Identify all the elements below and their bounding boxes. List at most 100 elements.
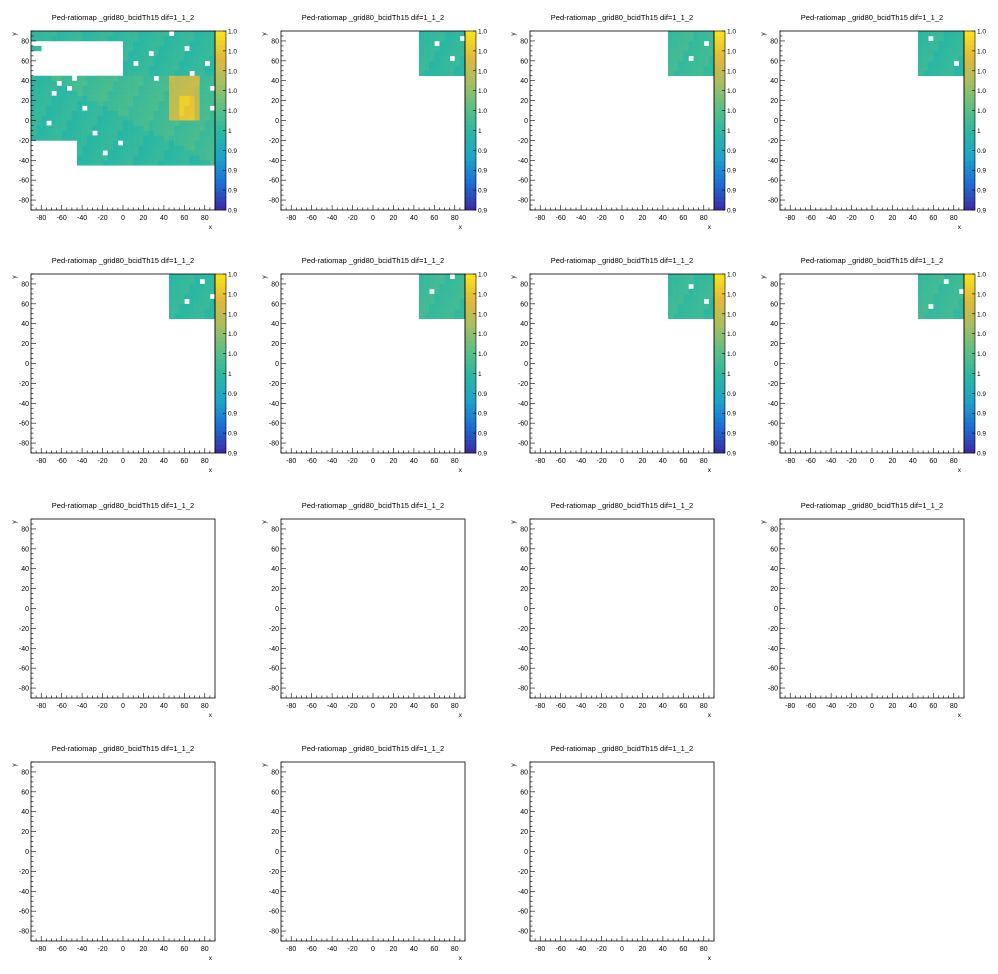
heatmap-cell	[66, 75, 73, 82]
heatmap-cell	[128, 85, 134, 91]
colorbar-band	[964, 129, 975, 135]
x-tick-label: 60	[180, 703, 188, 710]
colorbar-label: 1.0	[228, 331, 237, 338]
x-tick-label: 0	[371, 458, 375, 465]
heatmap-cell	[209, 283, 216, 290]
heatmap-cell	[128, 100, 134, 106]
y-tick-label: 20	[271, 586, 279, 593]
heatmap-cell	[668, 45, 674, 52]
colorbar-band	[964, 44, 975, 50]
heatmap-cell	[439, 60, 445, 67]
colorbar-band	[964, 107, 975, 112]
colorbar-band	[215, 332, 226, 338]
heatmap-cell	[199, 288, 206, 295]
x-tick-label: -20	[846, 215, 856, 222]
heatmap-cell	[107, 31, 114, 37]
heatmap-cell	[61, 80, 68, 86]
heatmap-cell	[97, 155, 103, 161]
heatmap-cell	[204, 125, 211, 131]
heatmap-cell	[708, 283, 715, 290]
heatmap-cell	[439, 31, 445, 37]
x-tick-label: 20	[140, 458, 148, 465]
heatmap-cell	[189, 155, 195, 161]
x-axis: -80 -60 -40 -20 0 20 40 60 80x	[280, 693, 466, 719]
heatmap-cell	[184, 120, 190, 126]
colorbar-band	[215, 169, 226, 175]
heatmap-cell	[209, 115, 216, 121]
panel-title: Ped-ratiomap _grid80_bcidTh15 dif=1_1_2	[801, 501, 943, 510]
heatmap-cell	[444, 55, 450, 62]
colorbar-label: 1.0	[228, 272, 237, 279]
heatmap-cell	[51, 100, 57, 106]
colorbar-label: 0.9	[228, 451, 237, 458]
colorbar-band	[215, 107, 226, 112]
x-tick-label: 60	[929, 703, 937, 710]
colorbar-band	[215, 129, 226, 135]
colorbar-band	[215, 278, 226, 284]
heatmap-cell	[454, 293, 461, 300]
y-tick-label: -20	[518, 869, 528, 876]
heatmap-cell	[153, 110, 160, 116]
x-tick-label: -40	[826, 703, 836, 710]
heatmap-cell	[163, 125, 170, 131]
panel-title: Ped-ratiomap _grid80_bcidTh15 dif=1_1_2	[551, 13, 693, 22]
heatmap-cell	[123, 150, 129, 156]
y-axis-label: y	[11, 520, 18, 524]
heatmap-cell	[199, 105, 206, 111]
heatmap-cell	[56, 31, 62, 37]
heatmap-cell	[133, 75, 139, 82]
colorbar-band	[714, 196, 725, 202]
heatmap-cell	[943, 45, 949, 52]
heatmap-cell	[158, 140, 165, 146]
colorbar-label: 0.9	[228, 208, 237, 215]
heatmap-cell	[36, 115, 42, 121]
heatmap-cell	[112, 150, 119, 156]
x-axis-label: x	[958, 224, 962, 231]
heatmap-cell	[678, 65, 684, 72]
heatmap-cell	[204, 140, 211, 146]
heatmap-cell	[41, 80, 47, 86]
heatmap-cell	[179, 75, 185, 82]
heatmap-cell	[112, 120, 119, 126]
heatmap-cell	[189, 105, 195, 111]
x-axis: -80 -60 -40 -20 0 20 40 60 80x	[280, 936, 466, 962]
heatmap-cell	[199, 274, 206, 280]
colorbar-band	[714, 31, 725, 36]
heatmap-cell	[683, 35, 689, 42]
heatmap-cell	[123, 100, 129, 106]
heatmap-cell	[138, 60, 144, 67]
colorbar-band	[465, 102, 476, 108]
heatmap-cell	[148, 160, 154, 166]
colorbar-label: 0.9	[478, 188, 487, 195]
heatmap-cell	[41, 135, 47, 141]
heatmap-cell	[938, 35, 944, 42]
colorbar-band	[465, 376, 476, 382]
x-tick-label: -20	[596, 215, 606, 222]
heatmap-cell	[82, 80, 88, 86]
heatmap-cell	[459, 308, 466, 315]
heatmap-cell	[117, 100, 124, 106]
y-tick-label: -60	[269, 421, 279, 428]
heatmap-cell	[163, 90, 170, 96]
x-tick-label: -40	[576, 703, 586, 710]
colorbar-band	[465, 142, 476, 148]
heatmap-cell	[174, 160, 180, 166]
heatmap-cell	[66, 100, 73, 106]
heatmap-cell	[923, 293, 929, 300]
heatmap-cell	[454, 298, 461, 305]
colorbar-band	[465, 169, 476, 175]
heatmap-cell	[708, 45, 715, 52]
heatmap-cell	[189, 60, 195, 67]
heatmap-cell	[179, 155, 185, 161]
y-tick-label: 60	[21, 58, 29, 65]
colorbar-band	[215, 151, 226, 157]
heatmap-cell	[209, 70, 216, 77]
colorbar-band	[465, 133, 476, 139]
x-tick-label: 60	[180, 215, 188, 222]
heatmap-cell	[953, 50, 960, 57]
heatmap-cell	[434, 308, 440, 315]
heatmap-cell	[143, 110, 149, 116]
heatmap-cell	[179, 313, 185, 320]
x-tick-label: 60	[679, 946, 687, 953]
panel-title: Ped-ratiomap _grid80_bcidTh15 dif=1_1_2	[801, 13, 943, 22]
